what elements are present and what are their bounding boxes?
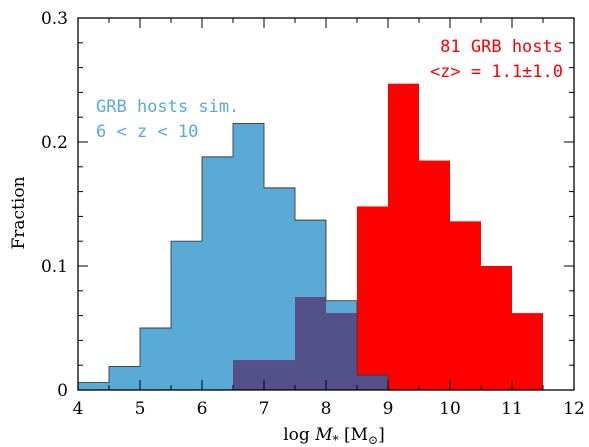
observed-annotation-line-1: 81 GRB hosts: [440, 37, 563, 57]
x-tick-label: 10: [439, 399, 461, 419]
sim-annotation-line-2: 6 < z < 10: [96, 122, 198, 142]
observed-bar: [388, 83, 419, 390]
observed-annotation-line-2: <z> = 1.1±1.0: [430, 62, 563, 82]
observed-bar: [450, 221, 481, 390]
y-tick-label: 0.3: [41, 9, 68, 29]
sim-bar: [171, 241, 202, 390]
x-tick-label: 5: [135, 399, 146, 419]
observed-bar: [512, 313, 543, 390]
observed-bar: [481, 266, 512, 390]
y-tick-label: 0.2: [41, 133, 68, 153]
overlap-bar: [233, 360, 264, 390]
x-tick-label: 9: [383, 399, 394, 419]
sim-bar: [202, 156, 233, 390]
sim-bar: [109, 366, 140, 390]
overlap-bar: [264, 360, 295, 390]
x-tick-label: 7: [259, 399, 270, 419]
overlap-bars: [233, 297, 388, 390]
x-axis-label: log M* [M⊙]: [283, 425, 385, 447]
x-tick-label: 12: [563, 399, 585, 419]
overlap-bar: [357, 375, 388, 390]
y-axis-label: Fraction: [9, 176, 29, 249]
observed-series-bars: [233, 83, 543, 390]
overlap-bar: [295, 297, 326, 390]
plot-frame: [77, 17, 575, 391]
x-tick-label: 4: [73, 399, 84, 419]
x-tick-labels: 4 5 6 7 8 9 10 11 12: [73, 399, 585, 419]
y-tick-label: 0.1: [41, 257, 68, 277]
observed-bar: [357, 206, 388, 390]
overlap-bar: [326, 313, 357, 390]
observed-bar: [419, 160, 450, 390]
sim-bar: [264, 187, 295, 390]
x-tick-label: 11: [501, 399, 523, 419]
sim-annotation-line-1: GRB hosts sim.: [96, 97, 239, 117]
sim-bar: [233, 123, 264, 391]
sim-bar: [78, 382, 109, 390]
sim-bar: [140, 328, 171, 390]
x-tick-label: 6: [197, 399, 208, 419]
y-tick-labels: 0 0.1 0.2 0.3: [41, 9, 68, 401]
x-tick-label: 8: [321, 399, 332, 419]
y-tick-label: 0: [57, 381, 68, 401]
